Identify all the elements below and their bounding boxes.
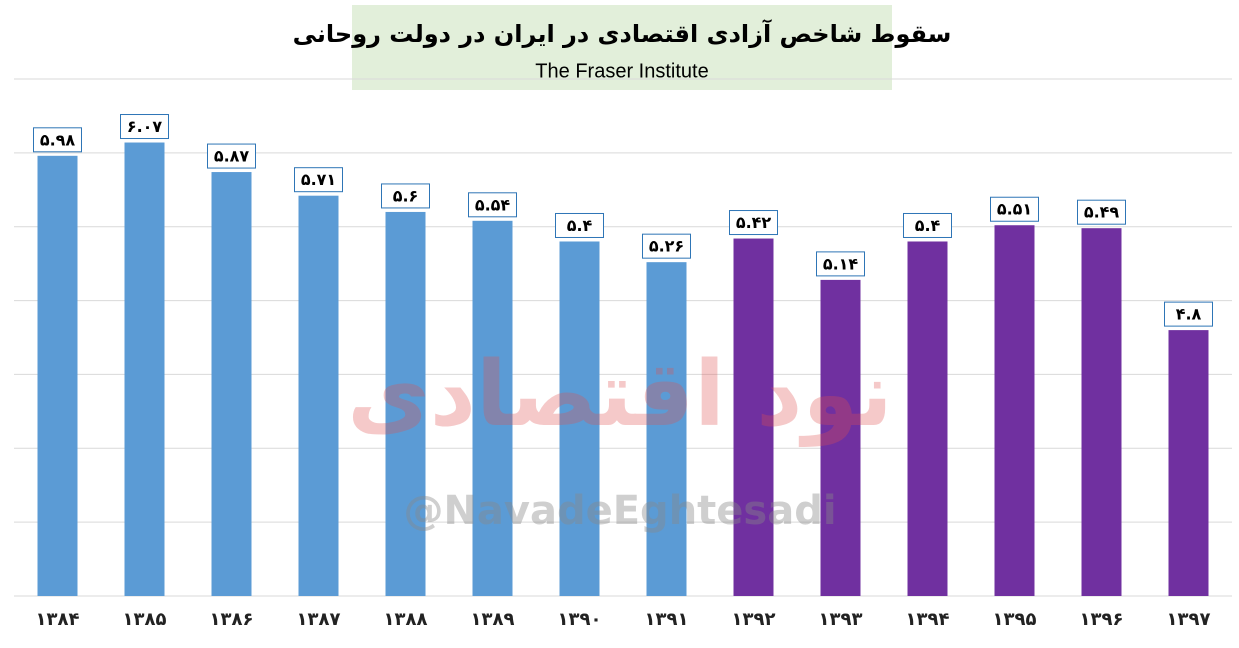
value-label: ۵.۴ [567, 216, 593, 235]
value-label: ۵.۲۶ [649, 237, 684, 256]
bar [385, 211, 426, 596]
bar [124, 142, 165, 596]
x-tick-label: ۱۳۹۴ [906, 609, 950, 630]
x-tick-label: ۱۳۹۵ [993, 609, 1037, 630]
value-label-box [642, 233, 691, 259]
bar [907, 241, 948, 596]
value-label-box [990, 196, 1039, 222]
value-label-box [207, 143, 256, 169]
value-label: ۵.۶ [393, 186, 419, 205]
value-label: ۵.۸۷ [214, 147, 250, 166]
value-label-box [1164, 301, 1213, 327]
value-label-box [294, 167, 343, 193]
value-label: ۵.۹۸ [40, 130, 76, 149]
value-label: ۵.۵۴ [475, 195, 511, 214]
value-label: ۴.۸ [1176, 305, 1202, 324]
x-tick-label: ۱۳۹۰ [558, 609, 602, 630]
x-tick-label: ۱۳۸۷ [297, 609, 341, 630]
x-tick-label: ۱۳۹۳ [819, 609, 863, 630]
value-label-box [381, 183, 430, 209]
bar [211, 172, 252, 596]
value-label-box [816, 251, 865, 277]
bar [1168, 330, 1209, 596]
value-label-box [33, 127, 82, 153]
value-label-box [729, 210, 778, 236]
bar [1081, 228, 1122, 597]
value-label-box [555, 212, 604, 238]
value-label: ۵.۴۲ [736, 213, 772, 232]
value-label: ۵.۷۱ [301, 170, 336, 189]
x-tick-label: ۱۳۹۲ [732, 609, 776, 630]
bar [298, 195, 339, 597]
value-label: ۵.۴۹ [1084, 203, 1120, 222]
value-label-box [903, 212, 952, 238]
title-box [352, 5, 892, 90]
chart-title: سقوط شاخص آزادی اقتصادی در ایران در دولت… [293, 19, 952, 48]
value-label: ۶.۰۷ [127, 117, 163, 136]
bar [472, 220, 513, 596]
x-tick-label: ۱۳۹۶ [1080, 609, 1124, 630]
x-tick-label: ۱۳۸۵ [123, 609, 167, 630]
value-label-box [120, 114, 169, 140]
x-tick-label: ۱۳۹۱ [645, 609, 689, 630]
chart-subtitle: The Fraser Institute [535, 60, 708, 82]
x-tick-label: ۱۳۸۴ [36, 609, 80, 630]
bar [37, 155, 78, 596]
value-label: ۵.۵۱ [997, 200, 1032, 219]
value-label: ۵.۴ [915, 216, 941, 235]
bar [646, 262, 687, 596]
x-tick-label: ۱۳۸۸ [384, 609, 428, 630]
value-label: ۵.۱۴ [823, 254, 859, 273]
x-tick-label: ۱۳۸۶ [210, 609, 254, 630]
plot: ۱۳۸۴ ۵.۹۸ ۱۳۸۵ ۶.۰۷ ۱۳۸۶ ۵.۸۷ ۱۳۸۷ ۵.۷۱ ۱۳۸۸ ۵.۶ ۱… [14, 78, 1232, 630]
watermark: نود اقتصادی [347, 342, 892, 447]
bar [559, 241, 600, 596]
bar [820, 279, 861, 596]
bar [733, 238, 774, 596]
x-tick-label: ۱۳۸۹ [471, 609, 515, 630]
bar [994, 225, 1035, 597]
watermark-handle: @NavadeEghtesadi [403, 488, 836, 534]
value-label-box [468, 192, 517, 218]
value-label-box [1077, 199, 1126, 225]
x-tick-label: ۱۳۹۷ [1167, 609, 1211, 630]
